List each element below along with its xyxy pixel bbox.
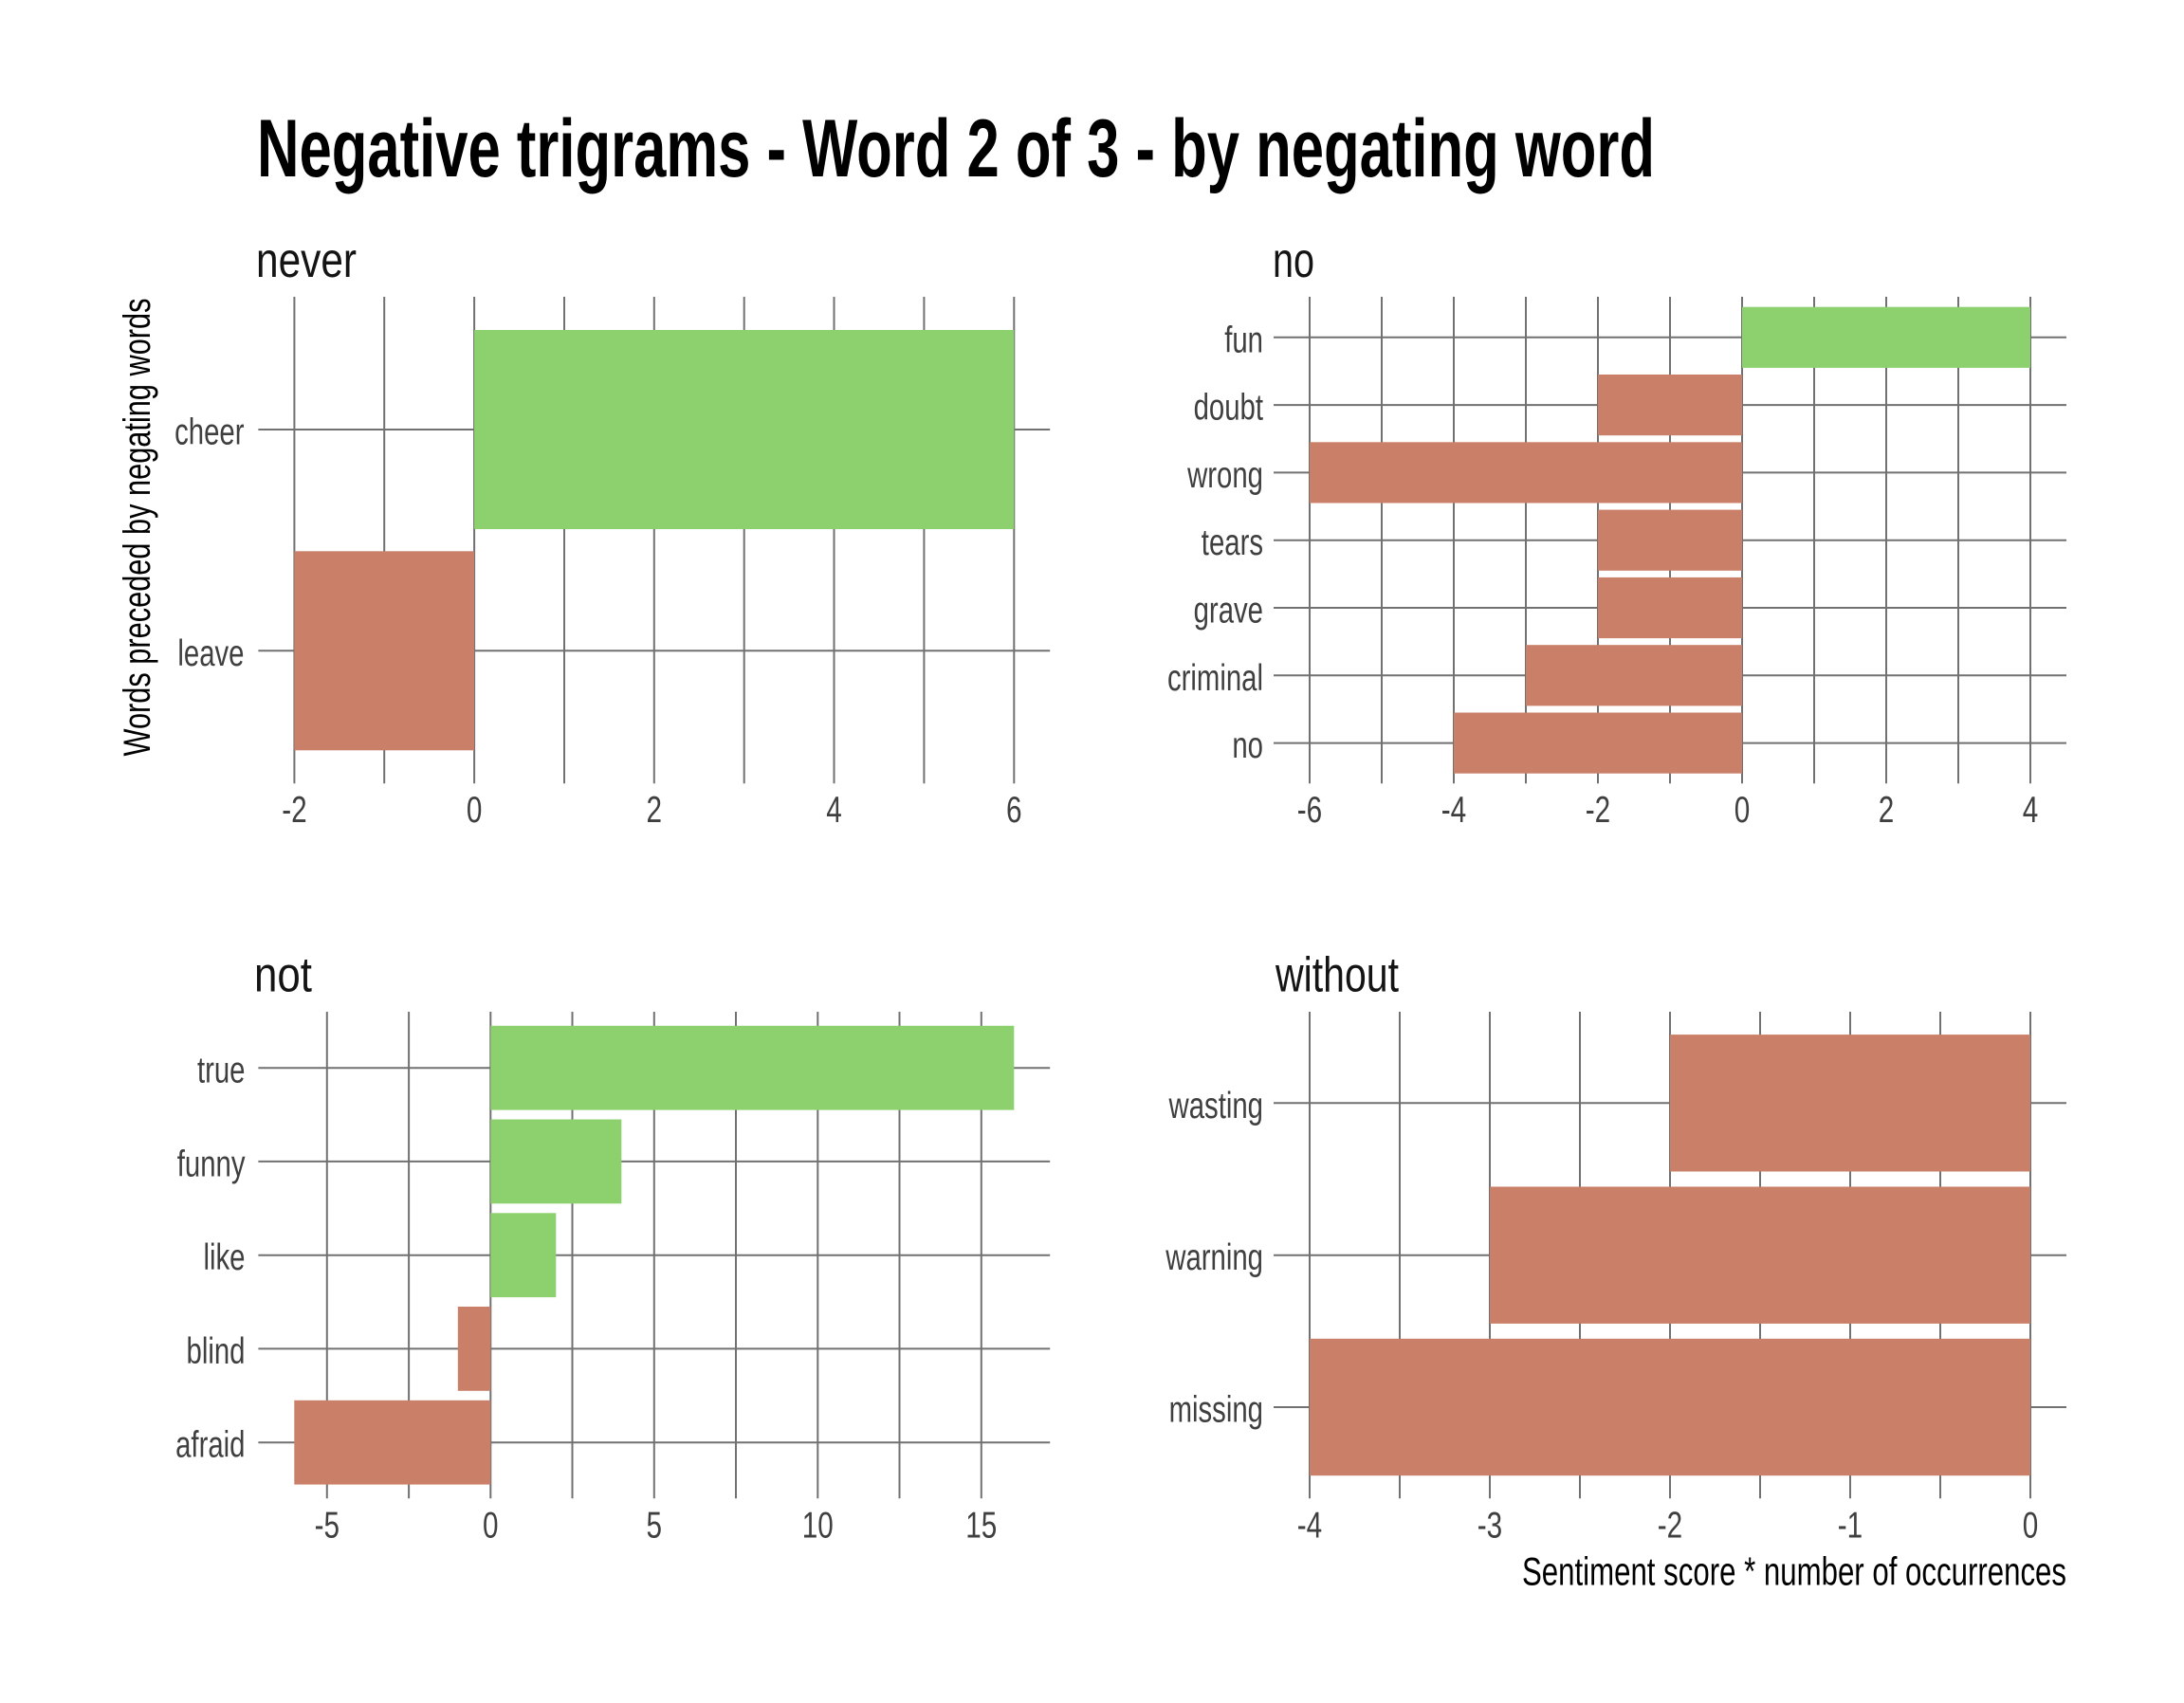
svg-text:0: 0 bbox=[483, 1506, 499, 1547]
svg-text:Negative trigrams - Word 2 of: Negative trigrams - Word 2 of 3 - by neg… bbox=[257, 103, 1655, 194]
svg-text:criminal: criminal bbox=[1167, 658, 1263, 699]
svg-text:not: not bbox=[254, 948, 312, 1003]
svg-text:-3: -3 bbox=[1477, 1506, 1502, 1547]
svg-text:0: 0 bbox=[1734, 790, 1751, 831]
svg-text:leave: leave bbox=[177, 633, 244, 674]
svg-text:-4: -4 bbox=[1297, 1506, 1322, 1547]
svg-text:-6: -6 bbox=[1297, 790, 1322, 831]
svg-text:4: 4 bbox=[826, 790, 842, 831]
svg-text:-2: -2 bbox=[282, 790, 306, 831]
svg-text:2: 2 bbox=[647, 790, 663, 831]
svg-text:true: true bbox=[197, 1051, 246, 1091]
svg-text:no: no bbox=[1273, 233, 1314, 288]
svg-text:4: 4 bbox=[2023, 790, 2039, 831]
svg-text:doubt: doubt bbox=[1194, 388, 1264, 429]
svg-text:wrong: wrong bbox=[1186, 455, 1263, 496]
svg-text:tears: tears bbox=[1202, 522, 1263, 563]
svg-text:like: like bbox=[203, 1237, 245, 1278]
svg-text:funny: funny bbox=[177, 1144, 247, 1185]
svg-text:-5: -5 bbox=[315, 1506, 340, 1547]
svg-text:-2: -2 bbox=[1658, 1506, 1682, 1547]
svg-text:5: 5 bbox=[647, 1506, 663, 1547]
svg-text:afraid: afraid bbox=[175, 1425, 245, 1466]
svg-text:blind: blind bbox=[187, 1331, 246, 1372]
svg-text:Words preceded by negating wor: Words preceded by negating words bbox=[117, 299, 158, 757]
svg-text:warning: warning bbox=[1165, 1237, 1263, 1278]
svg-text:0: 0 bbox=[467, 790, 483, 831]
svg-text:without: without bbox=[1275, 948, 1399, 1003]
svg-text:15: 15 bbox=[965, 1506, 997, 1547]
svg-text:missing: missing bbox=[1169, 1390, 1263, 1431]
svg-text:grave: grave bbox=[1194, 591, 1263, 632]
svg-text:no: no bbox=[1232, 725, 1263, 766]
svg-text:cheer: cheer bbox=[174, 412, 244, 453]
svg-text:-4: -4 bbox=[1441, 790, 1466, 831]
svg-text:0: 0 bbox=[2023, 1506, 2039, 1547]
svg-text:never: never bbox=[256, 233, 357, 288]
svg-text:Sentiment score * number of oc: Sentiment score * number of occurrences bbox=[1522, 1549, 2066, 1594]
svg-text:-2: -2 bbox=[1586, 790, 1610, 831]
svg-text:10: 10 bbox=[802, 1506, 834, 1547]
svg-text:2: 2 bbox=[1879, 790, 1895, 831]
svg-text:fun: fun bbox=[1224, 320, 1263, 361]
svg-text:6: 6 bbox=[1006, 790, 1022, 831]
svg-text:-1: -1 bbox=[1838, 1506, 1863, 1547]
svg-text:wasting: wasting bbox=[1168, 1086, 1263, 1126]
